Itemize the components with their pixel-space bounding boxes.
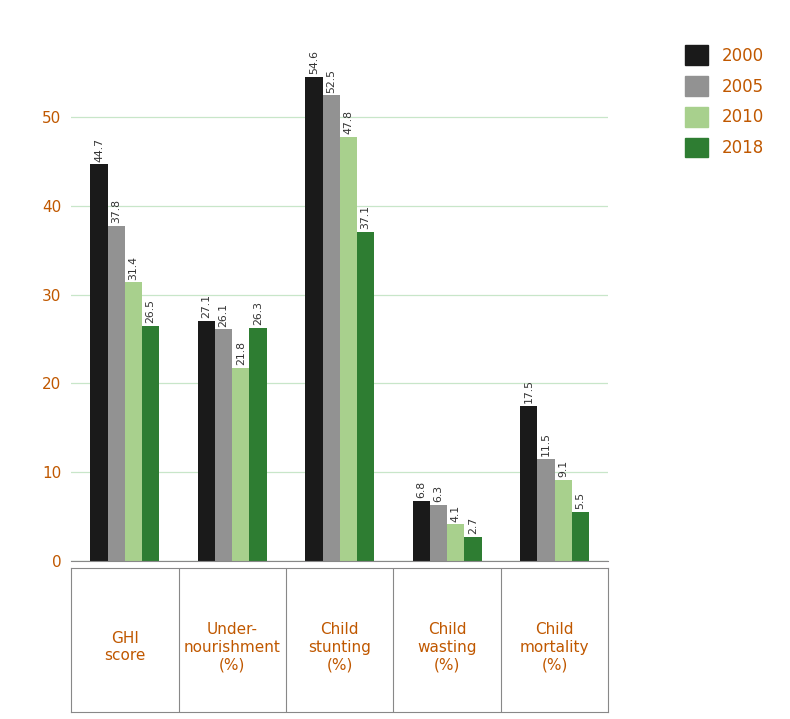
Text: 9.1: 9.1	[559, 460, 568, 477]
Bar	[250, 328, 267, 561]
Bar	[572, 512, 589, 561]
Bar	[357, 232, 374, 561]
Text: Under-
nourishment
(%): Under- nourishment (%)	[184, 622, 280, 672]
Text: Child
wasting
(%): Child wasting (%)	[417, 622, 477, 672]
Bar	[215, 329, 232, 561]
Text: 26.1: 26.1	[219, 303, 228, 326]
Bar	[555, 480, 572, 561]
Text: 26.5: 26.5	[145, 299, 156, 323]
Text: 17.5: 17.5	[524, 379, 534, 403]
Text: 47.8: 47.8	[344, 110, 353, 134]
Text: 6.8: 6.8	[416, 481, 427, 498]
Text: GHI
score: GHI score	[104, 631, 145, 664]
Bar	[90, 165, 107, 561]
Bar	[520, 406, 537, 561]
Text: 5.5: 5.5	[575, 493, 585, 509]
Text: 4.1: 4.1	[451, 505, 461, 522]
Bar	[430, 505, 447, 561]
Text: 27.1: 27.1	[201, 294, 212, 318]
Text: 52.5: 52.5	[326, 68, 336, 93]
Text: 2.7: 2.7	[468, 517, 478, 534]
Bar	[232, 367, 250, 561]
Legend: 2000, 2005, 2010, 2018: 2000, 2005, 2010, 2018	[676, 37, 772, 166]
Bar	[537, 459, 555, 561]
Text: 31.4: 31.4	[129, 256, 138, 280]
Bar	[107, 226, 125, 561]
Text: 37.8: 37.8	[111, 199, 121, 223]
Text: Child
stunting
(%): Child stunting (%)	[308, 622, 371, 672]
Bar	[412, 500, 430, 561]
Text: 37.1: 37.1	[360, 205, 371, 229]
Text: 6.3: 6.3	[434, 485, 443, 503]
Text: 44.7: 44.7	[94, 138, 104, 162]
Text: 21.8: 21.8	[236, 341, 246, 365]
Bar	[465, 537, 482, 561]
Text: 26.3: 26.3	[253, 301, 263, 325]
Text: 54.6: 54.6	[309, 50, 319, 74]
Bar	[142, 326, 160, 561]
Bar	[125, 283, 142, 561]
Text: 11.5: 11.5	[541, 432, 551, 456]
Bar	[447, 524, 465, 561]
Bar	[305, 77, 322, 561]
Bar	[198, 321, 215, 561]
Text: Child
mortality
(%): Child mortality (%)	[520, 622, 589, 672]
Bar	[340, 137, 357, 561]
Bar	[322, 96, 340, 561]
